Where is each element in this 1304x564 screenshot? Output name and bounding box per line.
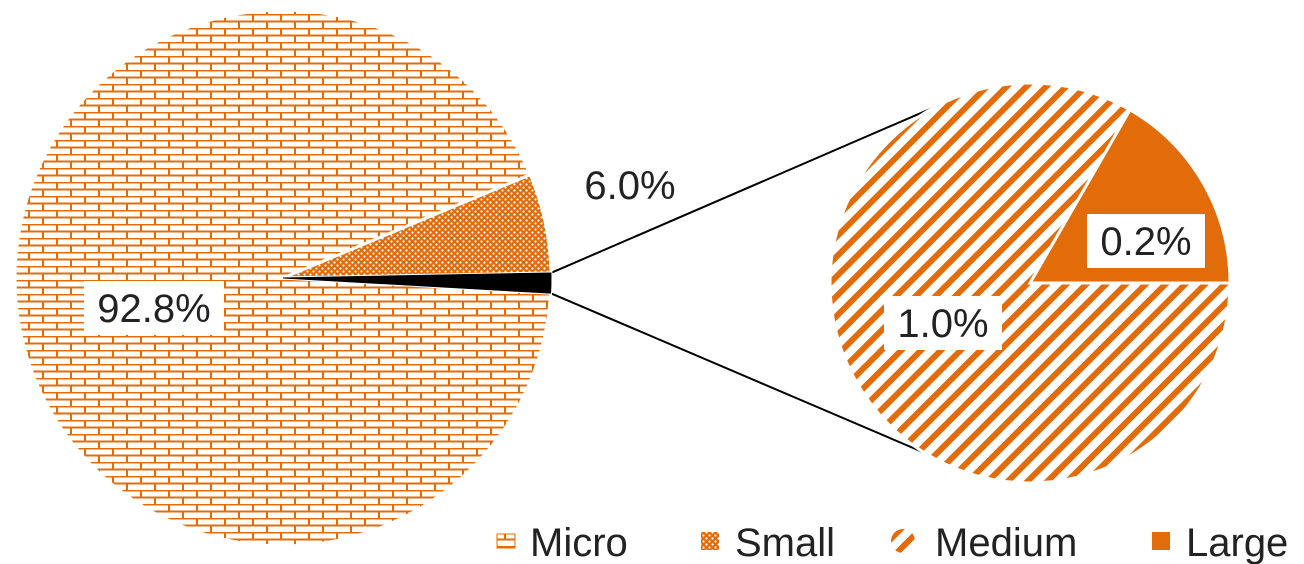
legend-swatch-micro — [496, 533, 516, 549]
slice-medium — [828, 81, 1232, 485]
legend-label-large: Large — [1186, 521, 1288, 564]
primary-pie — [13, 8, 553, 548]
label-small: 6.0% — [584, 164, 675, 208]
legend-swatch-medium — [891, 529, 915, 553]
label-micro-box — [84, 281, 224, 335]
label-micro-text: 92.8% — [97, 287, 210, 331]
legend-swatch-large — [1152, 532, 1170, 550]
secondary-pie — [828, 81, 1232, 485]
label-small-text: 6.0% — [584, 164, 675, 208]
label-large-text: 0.2% — [1100, 220, 1191, 264]
legend-label-medium: Medium — [935, 521, 1077, 564]
label-medium-box — [884, 296, 1002, 350]
label-large-box — [1087, 214, 1205, 268]
legend-label-small: Small — [735, 521, 835, 564]
legend-swatch-small — [701, 532, 719, 550]
label-micro: 92.8% — [84, 281, 224, 335]
connector-line-bottom — [550, 292, 925, 454]
label-medium-text: 1.0% — [897, 302, 988, 346]
legend-item-small: Small — [701, 521, 835, 564]
slice-other — [282, 272, 552, 294]
label-medium: 1.0% — [884, 296, 1002, 350]
legend-item-micro: Micro — [496, 521, 628, 564]
connector-line-top — [550, 105, 937, 274]
legend-item-large: Large — [1152, 521, 1288, 564]
legend-item-medium: Medium — [891, 521, 1077, 564]
legend-label-micro: Micro — [530, 521, 628, 564]
label-large: 0.2% — [1087, 214, 1205, 268]
legend: Micro Small Medium Large — [496, 521, 1288, 564]
